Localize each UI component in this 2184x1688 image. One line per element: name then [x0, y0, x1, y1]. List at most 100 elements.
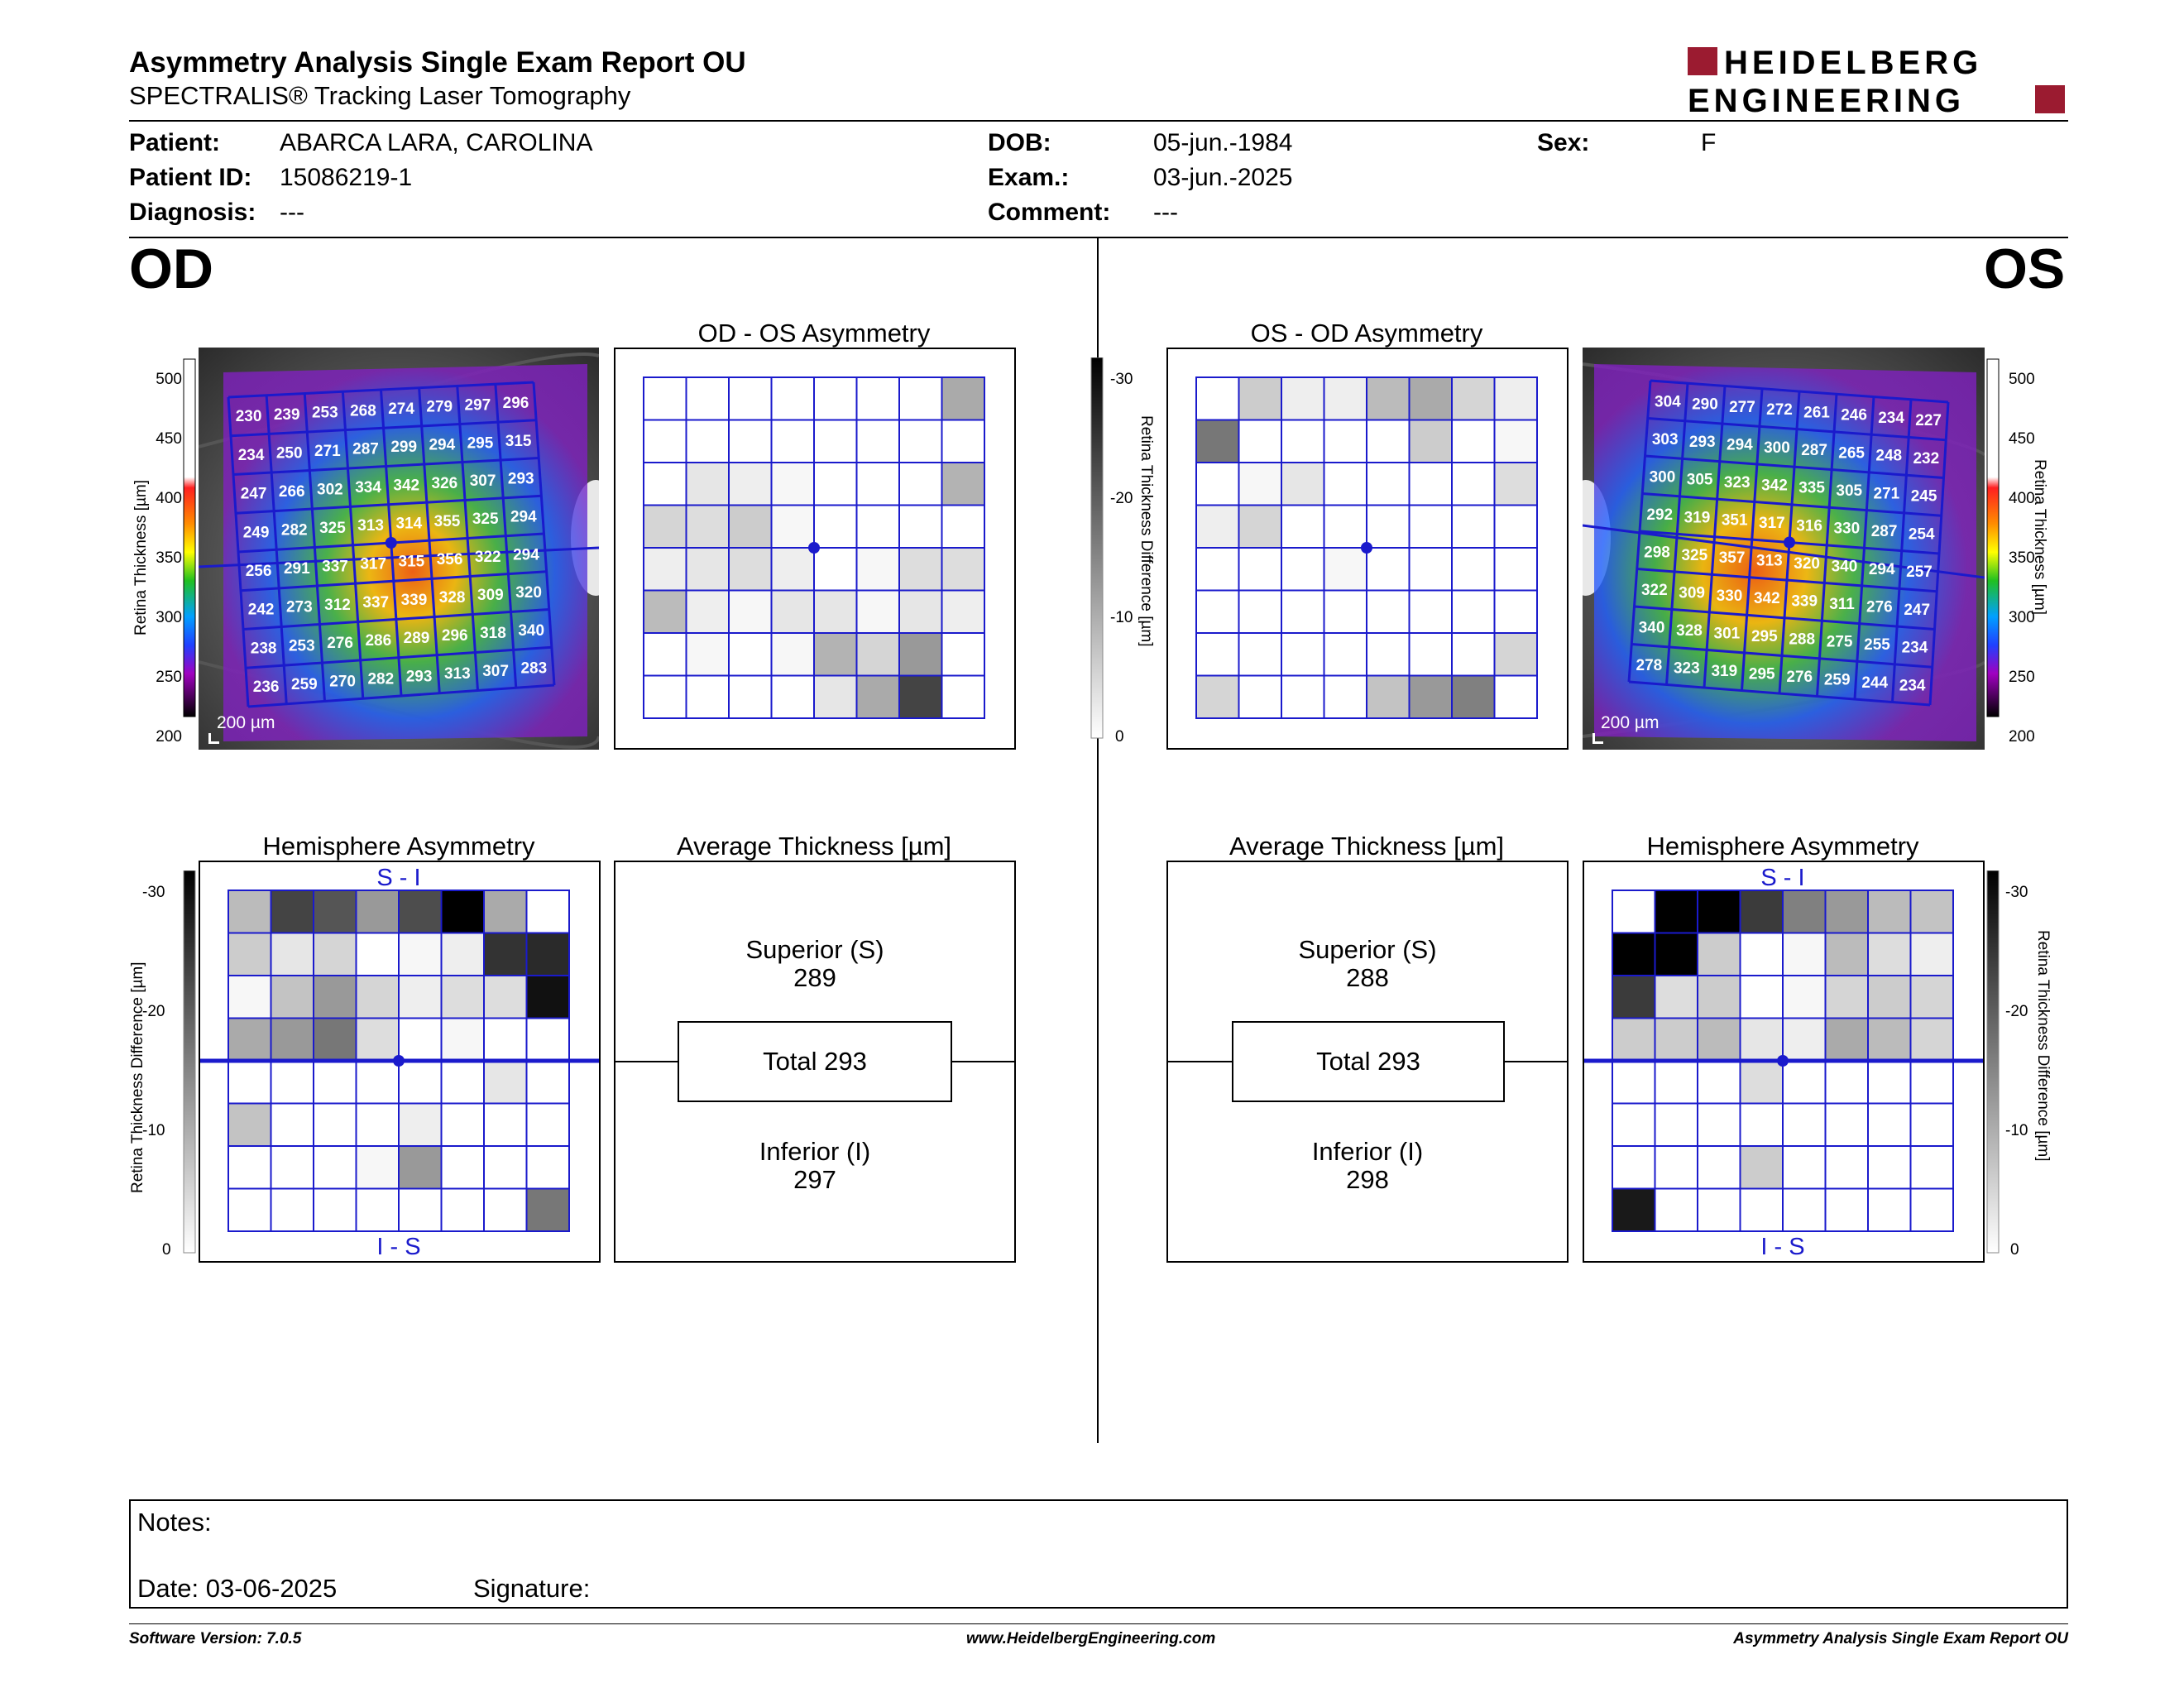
od-avg-right-line: [952, 1061, 1014, 1062]
od-thickness-value-r3-c3: 313: [357, 517, 384, 535]
od-diff-cell-r3-c7: [941, 504, 985, 549]
od-thickness-value-r5-c6: 309: [477, 587, 504, 604]
os-eye-label: OS: [1984, 237, 2066, 300]
os-diff-cell-r4-c7: [1493, 547, 1538, 592]
od-diff-cell-r2-c1: [270, 975, 314, 1019]
od-diff-cell-r2-c3: [770, 462, 815, 506]
od-tick-200: 200: [156, 728, 182, 746]
center-tick-10: -10: [1110, 609, 1133, 626]
os-diff-cell-r2-c1: [1238, 462, 1282, 506]
os-diff-cell-r2-c4: [1782, 975, 1827, 1019]
od-diff-cell-r0-c7: [941, 376, 985, 421]
od-thickness-value-r7-c1: 259: [291, 676, 318, 693]
od-fovea-marker: [808, 542, 820, 554]
os-diff-cell-r2-c7: [1493, 462, 1538, 506]
od-fundus-image: [199, 348, 599, 750]
od-diff-cell-r2-c7: [525, 975, 570, 1019]
od-thickness-value-r5-c0: 242: [248, 602, 275, 619]
heidelberg-logo: HEIDELBERG ENGINEERING: [1688, 45, 2068, 119]
od-diff-cell-r1-c2: [728, 419, 773, 463]
od-diff-cell-r6-c3: [355, 1145, 400, 1190]
os-diff-cell-r5-c5: [1824, 1102, 1869, 1147]
od-diff-cell-r2-c7: [941, 462, 985, 506]
os-thickness-value-r0-c1: 290: [1692, 396, 1718, 414]
od-diff-cell-r2-c5: [855, 462, 900, 506]
od-diff-cell-r4-c3: [770, 547, 815, 592]
website-link[interactable]: www.HeidelbergEngineering.com: [966, 1630, 1216, 1647]
od-thickness-value-r3-c4: 314: [395, 516, 422, 533]
os-thickness-value-r6-c6: 255: [1864, 636, 1890, 654]
od-diff-cell-r1-c1: [685, 419, 730, 463]
os-thickness-value-r2-c1: 305: [1687, 472, 1713, 489]
od-thickness-value-r0-c3: 268: [350, 402, 376, 420]
od-diff-cell-r5-c6: [898, 589, 943, 634]
os-diff-cell-r4-c1: [1654, 1060, 1698, 1105]
os-grid-hline: [1628, 680, 1931, 707]
os-diff-cell-r4-c6: [1867, 1060, 1912, 1105]
od-thickness-value-r7-c6: 307: [482, 663, 509, 680]
os-thickness-ticks: 500 450 400 350 300 250 200: [2009, 357, 2058, 746]
od-diff-cell-r1-c2: [313, 932, 357, 976]
od-diff-cell-r7-c2: [728, 674, 773, 719]
od-tick-450: 450: [156, 430, 182, 448]
os-diff-cell-r2-c7: [1909, 975, 1954, 1019]
os-diff-cell-r7-c1: [1654, 1187, 1698, 1232]
os-thickness-grid: 304 290 277 272 261 246 234 227 303 293 294 300 287 2…: [1583, 379, 1985, 707]
od-diff-cell-r5-c7: [525, 1102, 570, 1147]
os-thickness-value-r1-c5: 265: [1838, 444, 1865, 462]
od-diff-cell-r0-c1: [685, 376, 730, 421]
od-avg-superior-value: 289: [793, 963, 836, 992]
od-thickness-value-r7-c4: 293: [406, 668, 433, 685]
od-diff-cell-r7-c0: [643, 674, 687, 719]
od-diff-cell-r1-c5: [855, 419, 900, 463]
od-thickness-value-r0-c6: 297: [465, 396, 491, 414]
od-diff-cell-r1-c7: [941, 419, 985, 463]
od-diff-cell-r6-c2: [728, 632, 773, 677]
od-thickness-value-r6-c3: 286: [365, 632, 391, 650]
os-diff-cell-r2-c2: [1281, 462, 1325, 506]
os-thickness-value-r4-c1: 325: [1681, 547, 1707, 564]
os-diff-cell-r3-c1: [1238, 504, 1282, 549]
od-diff-cell-r4-c5: [855, 547, 900, 592]
od-diff-cell-r1-c1: [270, 932, 314, 976]
os-avg-right-line: [1505, 1061, 1567, 1062]
od-thickness-value-r2-c3: 334: [355, 479, 381, 496]
os-thickness-value-r7-c4: 276: [1786, 669, 1813, 686]
od-diff-cell-r5-c5: [855, 589, 900, 634]
od-diff-cell-r1-c4: [813, 419, 858, 463]
center-tick-0: 0: [1115, 728, 1124, 746]
os-diff-cell-r3-c1: [1654, 1017, 1698, 1062]
os-diff-cell-r5-c1: [1654, 1102, 1698, 1147]
od-diff-cell-r1-c6: [898, 419, 943, 463]
patient-id-value: 15086219-1: [280, 164, 413, 191]
os-diff-cell-r7-c7: [1909, 1187, 1954, 1232]
od-grid-hline: [245, 645, 552, 669]
os-thickness-value-r4-c4: 320: [1794, 555, 1820, 573]
od-thickness-value-r2-c1: 266: [279, 483, 305, 501]
os-avg-left-line: [1168, 1061, 1232, 1062]
os-diff-cell-r4-c5: [1408, 547, 1453, 592]
os-diff-cell-r3-c4: [1366, 504, 1410, 549]
os-diff-cell-r1-c1: [1654, 932, 1698, 976]
os-diff-cell-r5-c4: [1366, 589, 1410, 634]
os-diff-cell-r1-c4: [1366, 419, 1410, 463]
od-diff-cell-r7-c7: [941, 674, 985, 719]
od-fundus-svg: [199, 348, 599, 750]
od-diff-cell-r4-c4: [398, 1060, 443, 1105]
od-hemi-tick-20: -20: [142, 1003, 165, 1020]
od-tick-400: 400: [156, 490, 182, 507]
od-thickness-value-r0-c2: 253: [312, 405, 338, 422]
os-fovea-axis-line: [1583, 524, 1985, 579]
os-diff-cell-r6-c7: [1909, 1145, 1954, 1190]
os-diff-cell-r7-c4: [1782, 1187, 1827, 1232]
od-diff-cell-r2-c4: [813, 462, 858, 506]
od-diff-cell-r5-c7: [941, 589, 985, 634]
od-thickness-value-r4-c7: 294: [513, 546, 539, 563]
logo-graphic: HEIDELBERG ENGINEERING: [1688, 45, 2065, 119]
os-avg-superior-value: 288: [1346, 963, 1389, 992]
os-diff-cell-r4-c0: [1195, 547, 1240, 592]
od-diff-cell-r3-c2: [313, 1017, 357, 1062]
os-thickness-value-r2-c2: 323: [1724, 474, 1751, 492]
sex-label: Sex:: [1537, 129, 1590, 156]
os-diff-cell-r3-c3: [1739, 1017, 1784, 1062]
